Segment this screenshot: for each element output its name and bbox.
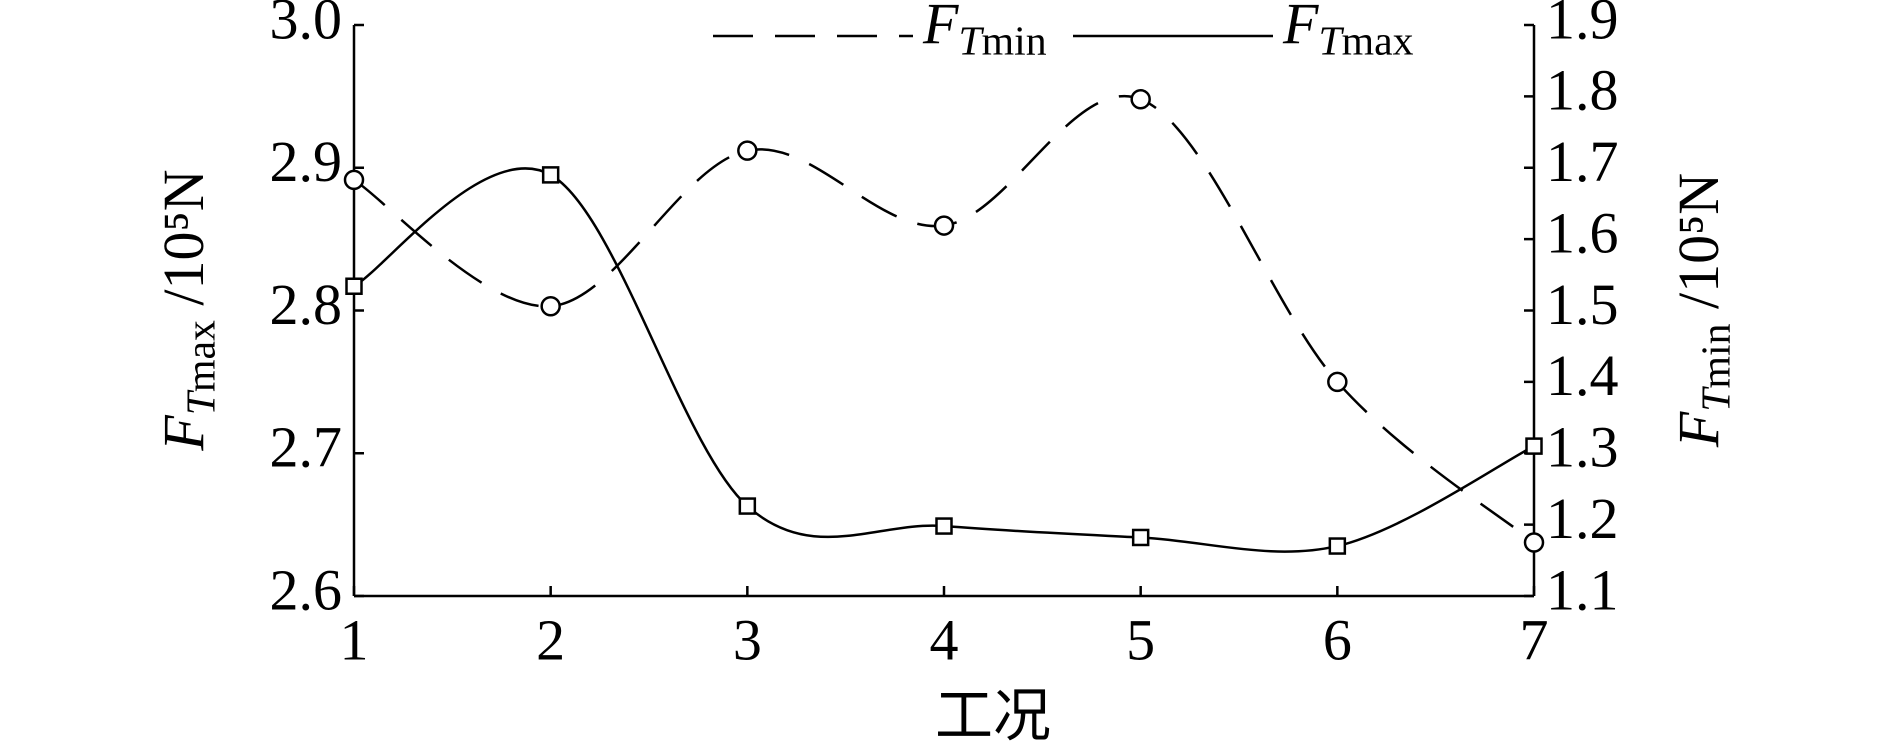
y2-tick-label: 1.1 <box>1546 557 1619 622</box>
marker <box>1327 371 1348 393</box>
x-tick-label: 6 <box>1323 607 1352 672</box>
y-tick-label: 3.0 <box>270 0 343 51</box>
y-tick-label: 2.6 <box>270 557 343 622</box>
x-tick-label: 7 <box>1520 607 1549 672</box>
x-tick-label: 3 <box>733 607 762 672</box>
marker <box>343 169 365 191</box>
y-tick-label: 2.7 <box>270 415 343 480</box>
marker <box>1328 537 1347 555</box>
y2-tick-label: 1.6 <box>1546 200 1619 265</box>
y2-axis-label: FTmin /10⁵N <box>1666 173 1739 448</box>
y2-tick-label: 1.5 <box>1546 272 1619 337</box>
y-tick-label: 2.9 <box>270 129 343 194</box>
marker <box>935 517 953 535</box>
x-axis-label: 工况 <box>935 683 1051 748</box>
marker <box>1130 88 1151 110</box>
x-tick-label: 4 <box>930 607 959 672</box>
y-axis-label: FTmax /10⁵N <box>151 169 224 451</box>
series-line <box>353 95 1535 544</box>
y2-tick-label: 1.7 <box>1546 129 1619 194</box>
marker <box>1131 528 1150 547</box>
marker <box>345 277 363 295</box>
marker <box>737 140 758 161</box>
y2-tick-label: 1.8 <box>1546 58 1619 123</box>
x-tick-label: 5 <box>1126 607 1155 672</box>
y2-tick-label: 1.2 <box>1546 486 1619 551</box>
y2-tick-label: 1.4 <box>1546 343 1619 408</box>
legend-label: FTmin <box>922 0 1047 64</box>
marker <box>540 295 561 317</box>
marker <box>541 166 560 184</box>
marker <box>933 215 955 236</box>
legend-label: FTmax <box>1282 0 1414 64</box>
marker <box>738 497 757 515</box>
marker <box>1523 532 1545 553</box>
x-tick-label: 2 <box>536 607 565 672</box>
y2-tick-label: 1.9 <box>1546 0 1619 51</box>
y2-tick-label: 1.3 <box>1546 415 1619 480</box>
marker <box>1525 437 1543 455</box>
y-tick-label: 2.8 <box>270 272 343 337</box>
x-tick-label: 1 <box>340 607 369 672</box>
